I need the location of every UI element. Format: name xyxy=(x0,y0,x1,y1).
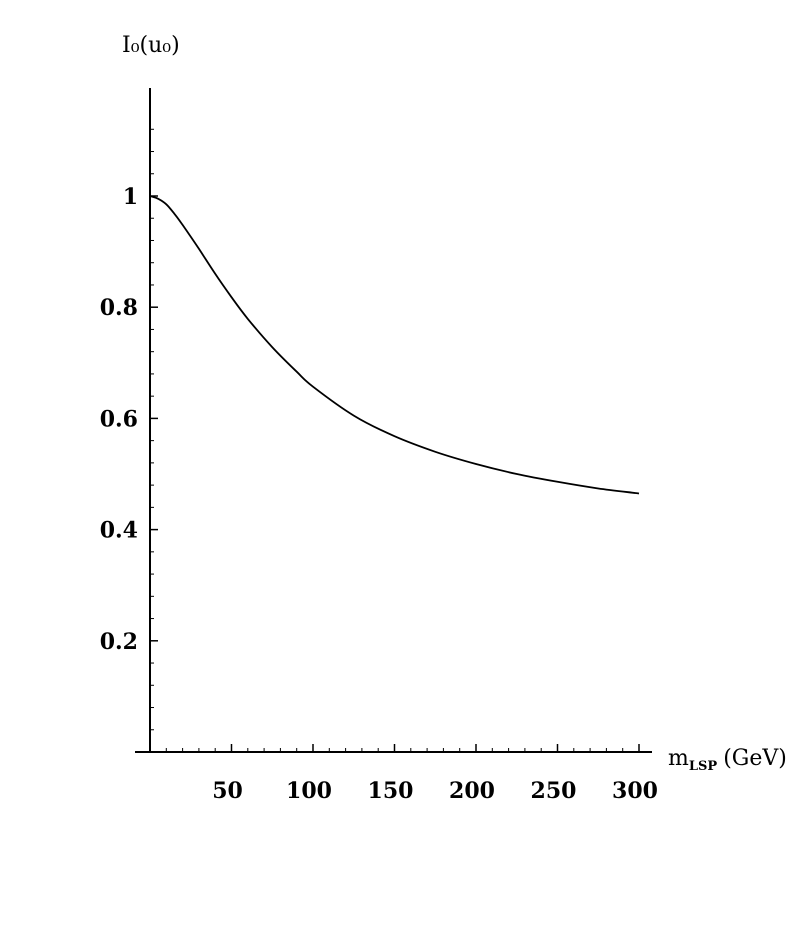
x-axis-label-subscript: LSP xyxy=(689,759,718,774)
y-tick-label: 0.6 xyxy=(100,406,138,432)
x-tick-label: 200 xyxy=(449,778,495,804)
minor-ticks xyxy=(150,128,624,752)
x-tick-label: 300 xyxy=(612,778,658,804)
y-tick-label: 0.2 xyxy=(100,629,138,655)
tick-labels: 50 100 150 200 250 300 0.2 0.4 0.6 0.8 1 xyxy=(100,184,658,804)
series-line xyxy=(149,195,640,495)
x-axis-label-unit: (GeV) xyxy=(723,746,787,771)
x-axis-label-main: m xyxy=(668,746,689,771)
y-tick-label: 1 xyxy=(123,184,138,210)
x-tick-label: 100 xyxy=(286,778,332,804)
x-tick-label: 150 xyxy=(368,778,414,804)
major-ticks xyxy=(150,195,640,752)
x-tick-label: 50 xyxy=(212,778,243,804)
x-axis-label: mLSP (GeV) xyxy=(668,746,787,774)
y-tick-label: 0.8 xyxy=(100,295,138,321)
y-tick-label: 0.4 xyxy=(100,518,138,544)
x-tick-label: 250 xyxy=(531,778,577,804)
axes xyxy=(135,88,652,753)
y-axis-label: I₀(u₀) xyxy=(122,33,180,58)
